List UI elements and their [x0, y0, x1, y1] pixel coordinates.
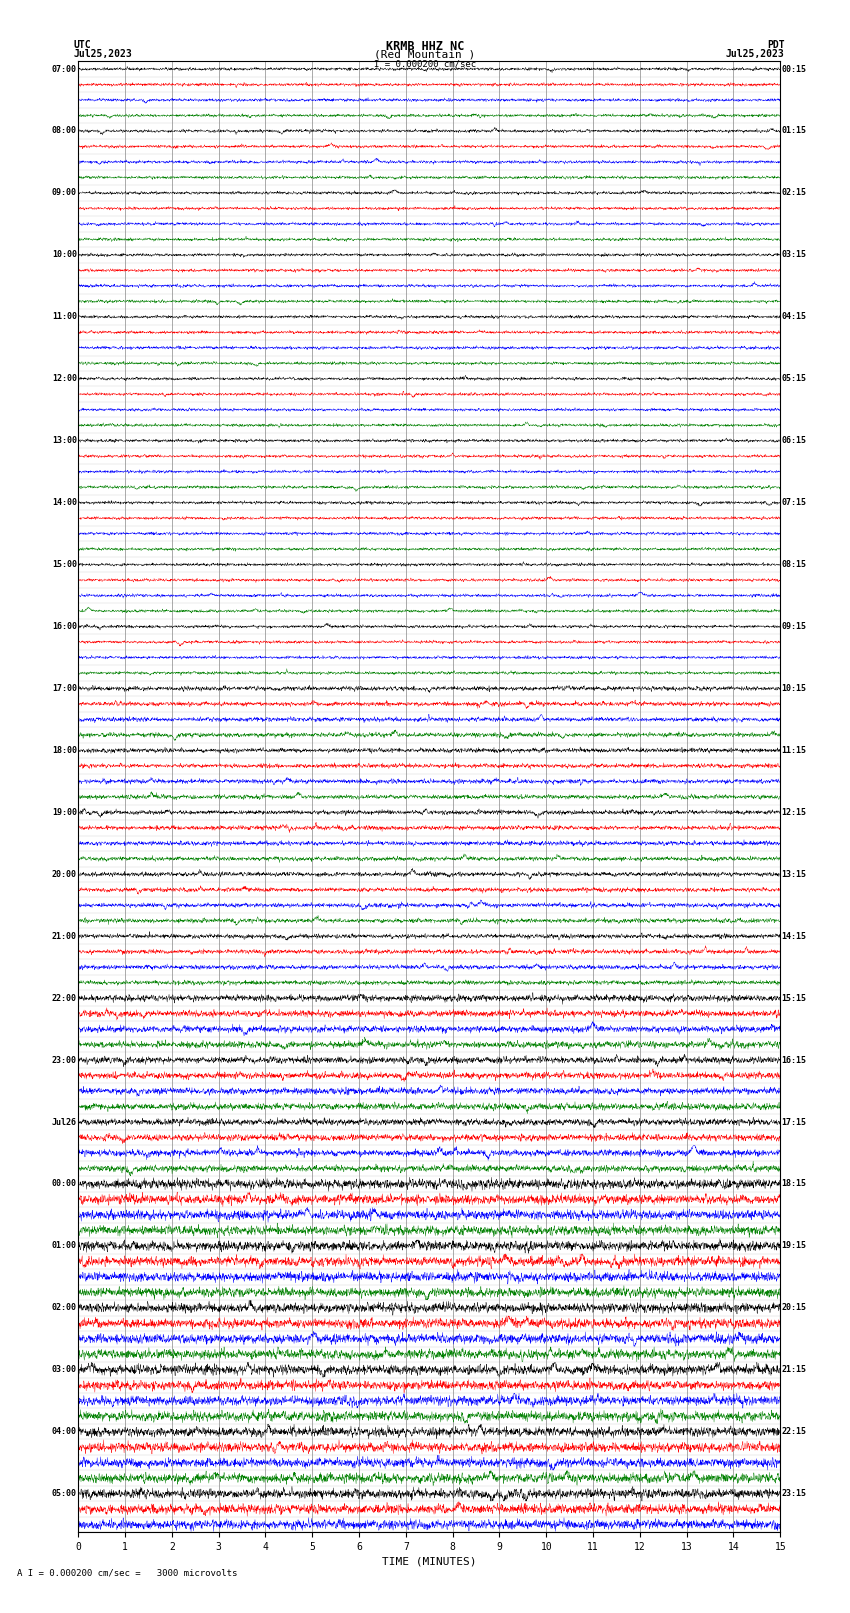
Text: 18:00: 18:00 — [52, 745, 76, 755]
Text: 21:00: 21:00 — [52, 932, 76, 940]
Text: 16:00: 16:00 — [52, 623, 76, 631]
Text: 03:15: 03:15 — [782, 250, 807, 260]
Text: 02:15: 02:15 — [782, 189, 807, 197]
Text: 19:15: 19:15 — [782, 1242, 807, 1250]
Text: 18:15: 18:15 — [782, 1179, 807, 1189]
Text: 00:15: 00:15 — [782, 65, 807, 74]
Text: Jul26: Jul26 — [52, 1118, 76, 1126]
Text: I = 0.000200 cm/sec: I = 0.000200 cm/sec — [374, 60, 476, 69]
Text: 01:00: 01:00 — [52, 1242, 76, 1250]
Text: 21:15: 21:15 — [782, 1365, 807, 1374]
Text: Jul25,2023: Jul25,2023 — [74, 50, 133, 60]
Text: 22:00: 22:00 — [52, 994, 76, 1003]
Text: 07:00: 07:00 — [52, 65, 76, 74]
Text: 23:15: 23:15 — [782, 1489, 807, 1498]
Text: 13:00: 13:00 — [52, 436, 76, 445]
Text: 04:00: 04:00 — [52, 1428, 76, 1436]
Text: PDT: PDT — [767, 39, 785, 50]
Text: 14:00: 14:00 — [52, 498, 76, 506]
Text: 05:15: 05:15 — [782, 374, 807, 384]
Text: 09:00: 09:00 — [52, 189, 76, 197]
Text: 14:15: 14:15 — [782, 932, 807, 940]
Text: 08:15: 08:15 — [782, 560, 807, 569]
Text: 11:00: 11:00 — [52, 313, 76, 321]
Text: 11:15: 11:15 — [782, 745, 807, 755]
Text: 15:00: 15:00 — [52, 560, 76, 569]
Text: Jul25,2023: Jul25,2023 — [726, 50, 785, 60]
Text: 06:15: 06:15 — [782, 436, 807, 445]
Text: 17:00: 17:00 — [52, 684, 76, 694]
Text: 23:00: 23:00 — [52, 1055, 76, 1065]
Text: 22:15: 22:15 — [782, 1428, 807, 1436]
Text: 15:15: 15:15 — [782, 994, 807, 1003]
Text: 08:00: 08:00 — [52, 126, 76, 135]
Text: A I = 0.000200 cm/sec =   3000 microvolts: A I = 0.000200 cm/sec = 3000 microvolts — [17, 1568, 237, 1578]
Text: 10:15: 10:15 — [782, 684, 807, 694]
Text: UTC: UTC — [74, 39, 92, 50]
Text: 12:00: 12:00 — [52, 374, 76, 384]
Text: 05:00: 05:00 — [52, 1489, 76, 1498]
Text: 20:00: 20:00 — [52, 869, 76, 879]
Text: 10:00: 10:00 — [52, 250, 76, 260]
Text: 17:15: 17:15 — [782, 1118, 807, 1126]
Text: 03:00: 03:00 — [52, 1365, 76, 1374]
Text: 16:15: 16:15 — [782, 1055, 807, 1065]
Text: 09:15: 09:15 — [782, 623, 807, 631]
Text: 20:15: 20:15 — [782, 1303, 807, 1313]
X-axis label: TIME (MINUTES): TIME (MINUTES) — [382, 1557, 477, 1566]
Text: 13:15: 13:15 — [782, 869, 807, 879]
Text: 02:00: 02:00 — [52, 1303, 76, 1313]
Text: 07:15: 07:15 — [782, 498, 807, 506]
Text: KRMB HHZ NC: KRMB HHZ NC — [386, 39, 464, 53]
Text: 19:00: 19:00 — [52, 808, 76, 816]
Text: (Red Mountain ): (Red Mountain ) — [374, 50, 476, 60]
Text: 04:15: 04:15 — [782, 313, 807, 321]
Text: 12:15: 12:15 — [782, 808, 807, 816]
Text: 00:00: 00:00 — [52, 1179, 76, 1189]
Text: 01:15: 01:15 — [782, 126, 807, 135]
